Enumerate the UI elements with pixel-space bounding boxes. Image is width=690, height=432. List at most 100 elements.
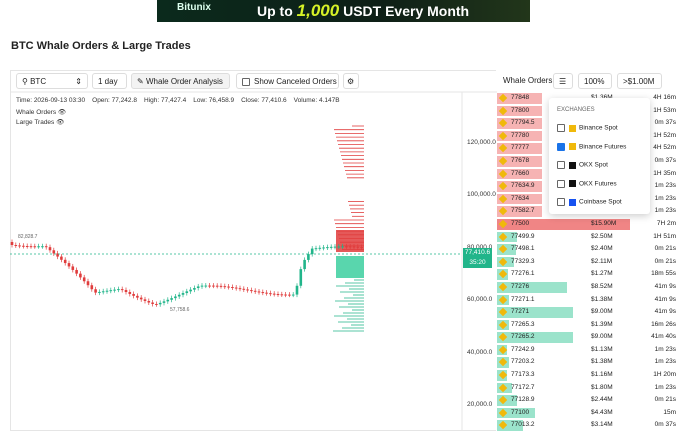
candle-body	[132, 293, 135, 296]
depth-select[interactable]: 100%	[578, 73, 612, 89]
order-row[interactable]: 77265.3 $1.39M 16m 26s	[497, 319, 690, 332]
order-price: 77498.1	[511, 245, 535, 253]
min-size-select[interactable]: >$1.00M	[617, 73, 662, 89]
order-price: 77848	[511, 94, 530, 101]
order-age: 1H 51m	[653, 232, 676, 240]
exchange-option[interactable]: OKX Futures	[557, 179, 617, 188]
order-row[interactable]: 77582.7 1m 23s	[497, 205, 690, 218]
promo-before: Up to	[257, 3, 293, 19]
legend-trades[interactable]: Large Trades 👁	[16, 119, 65, 126]
order-row[interactable]: 77329.3 $2.11M 0m 21s	[497, 256, 690, 269]
price-axis-label: 100,000.0	[467, 191, 496, 198]
price-chart: 120,000.0 100,000.0 80,000.0 60,000.0 40,000…	[10, 91, 497, 431]
analysis-button[interactable]: ✎ Whale Order Analysis	[131, 73, 230, 89]
order-age: 1H 35m	[653, 169, 676, 177]
order-age: 1m 23s	[654, 345, 676, 353]
legend-label: Large Trades	[16, 119, 55, 126]
info-item: Close: 77,410.6	[241, 97, 287, 104]
order-row[interactable]: 77100 $4.43M 15m	[497, 407, 690, 420]
min-size: >$1.00M	[623, 77, 655, 86]
order-price: 77265.2	[511, 333, 535, 341]
order-bar	[497, 218, 630, 230]
info-item: Low: 76,458.9	[193, 97, 235, 104]
order-bar	[497, 143, 542, 154]
candle-body	[67, 263, 71, 267]
price-axis-label: 120,000.0	[467, 139, 496, 146]
candle-body	[185, 291, 189, 294]
panel-mode[interactable]: Whale Orders	[498, 73, 552, 89]
order-row[interactable]: 77678 0m 37s	[497, 155, 690, 168]
candle-body	[151, 302, 154, 304]
candle-body	[33, 246, 37, 248]
order-row[interactable]: 77498.1 $2.40M 0m 21s	[497, 243, 690, 256]
settings-button[interactable]: ⚙	[343, 73, 359, 89]
legend-whale[interactable]: Whale Orders 👁	[16, 109, 67, 116]
exchange-option[interactable]: OKX Spot	[557, 161, 608, 169]
order-row[interactable]: 77848 $1.36M 4H 16m	[497, 92, 690, 105]
order-age: 1m 23s	[654, 358, 676, 366]
order-bar	[497, 105, 542, 117]
candle-body	[227, 286, 230, 288]
candle-body	[189, 289, 192, 292]
order-row[interactable]: 77203.2 $1.38M 1m 23s	[497, 356, 690, 369]
order-row[interactable]: 77128.9 $2.44M 0m 21s	[497, 394, 690, 407]
order-row[interactable]: 77634.9 1m 23s	[497, 180, 690, 193]
order-amount: $4.43M	[591, 408, 613, 416]
symbol-select[interactable]: ⚲ BTC ⇕	[16, 73, 88, 89]
order-price: 77499.9	[511, 232, 535, 240]
candle-body	[360, 247, 363, 249]
exchange-option[interactable]: Binance Spot	[557, 124, 618, 132]
order-row[interactable]: 77173.3 $1.16M 1H 20m	[497, 369, 690, 382]
candle-body	[356, 246, 360, 248]
order-amount: $1.80M	[591, 383, 613, 391]
order-amount: $2.40M	[591, 245, 613, 253]
order-row[interactable]: 77499.9 $2.50M 1H 51m	[497, 231, 690, 244]
exchange-dropdown: EXCHANGES Binance Spot Binance Futures OKX…	[549, 98, 650, 214]
checkbox[interactable]	[557, 142, 565, 151]
order-row[interactable]: 77800 1H 53m	[497, 105, 690, 118]
order-age: 41m 9s	[654, 282, 676, 290]
interval-select[interactable]: 1 day	[92, 73, 127, 89]
order-row[interactable]: 77276 $8.52M 41m 9s	[497, 281, 690, 294]
order-price: 77100	[511, 408, 530, 416]
checkbox[interactable]	[557, 161, 565, 169]
last-price: 77,410.6	[464, 249, 491, 256]
order-row[interactable]: 77013.2 $3.14M 0m 37s	[497, 419, 690, 432]
candle-body	[117, 289, 120, 291]
checkbox[interactable]	[557, 198, 565, 206]
checkbox[interactable]	[557, 124, 565, 132]
order-price: 77276	[511, 282, 530, 290]
candle-body	[231, 287, 234, 289]
order-age: 1m 23s	[654, 383, 676, 391]
filter-button[interactable]: ☰	[553, 73, 573, 89]
order-price: 77634	[511, 194, 530, 202]
candle-body	[63, 259, 67, 264]
exchange-option[interactable]: Coinbase Spot	[557, 198, 622, 206]
order-row[interactable]: 77271.1 $1.38M 41m 9s	[497, 294, 690, 307]
order-row[interactable]: 77172.7 $1.80M 1m 23s	[497, 382, 690, 395]
order-row[interactable]: 77777 4H 52m	[497, 142, 690, 155]
order-age: 4H 52m	[653, 144, 676, 152]
candle-body	[265, 292, 268, 294]
order-row[interactable]: 77276.1 $1.27M 18m 55s	[497, 268, 690, 281]
order-row[interactable]: 77780 1H 52m	[497, 130, 690, 143]
order-row[interactable]: 77794.5 0m 37s	[497, 117, 690, 130]
promo-banner[interactable]: Bitunix Up to 1,000 USDT Every Month	[157, 0, 530, 22]
order-bar	[497, 118, 542, 129]
order-row[interactable]: 77634 1m 23s	[497, 193, 690, 206]
checkbox[interactable]	[557, 179, 565, 188]
order-row[interactable]: 77500 $15.90M 7H 2m	[497, 218, 690, 231]
dropdown-heading: EXCHANGES	[557, 107, 595, 113]
order-age: 0m 21s	[654, 245, 676, 253]
order-row[interactable]: 77265.2 $9.00M 41m 40s	[497, 331, 690, 344]
candle-body	[204, 285, 208, 287]
order-amount: $1.36M	[591, 92, 613, 105]
candle-body	[105, 290, 109, 292]
canceled-toggle[interactable]: Show Canceled Orders	[236, 73, 339, 89]
exchange-option[interactable]: Binance Futures	[557, 142, 626, 151]
order-row[interactable]: 77271 $9.00M 41m 9s	[497, 306, 690, 319]
order-row[interactable]: 77660 1H 35m	[497, 168, 690, 181]
checkbox[interactable]	[242, 77, 250, 86]
price-axis-label: 40,000.0	[467, 349, 493, 356]
order-row[interactable]: 77242.9 $1.13M 1m 23s	[497, 344, 690, 357]
